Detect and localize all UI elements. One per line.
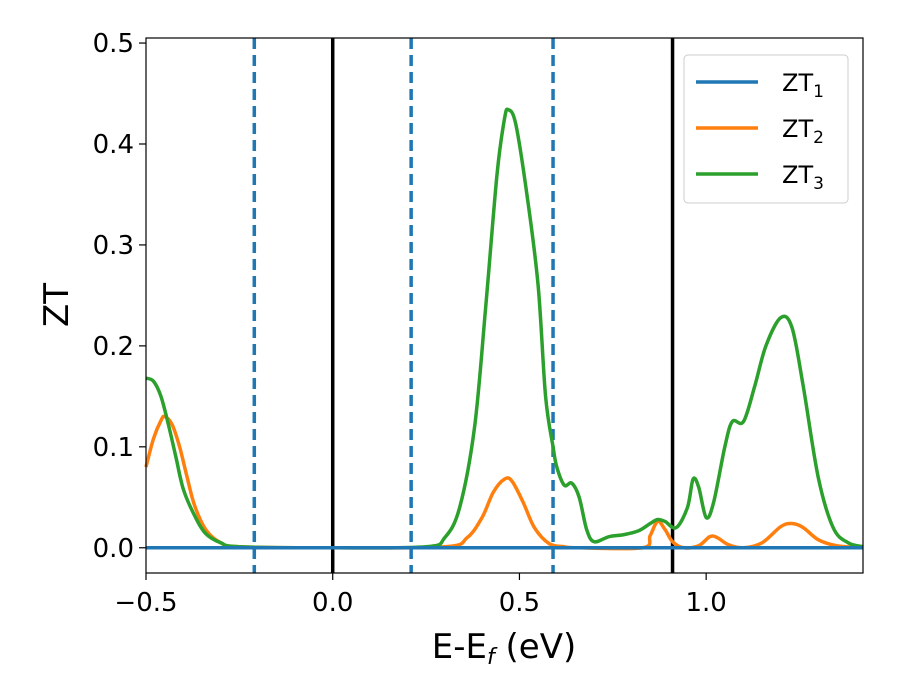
legend-label-main: ZT [782,115,813,143]
legend-label-subscript: 2 [813,128,824,148]
legend-label-zt3: ZT3 [782,161,824,194]
legend-label-subscript: 1 [813,82,824,102]
y-tick-label: 0.0 [93,534,134,564]
x-tick-label: 1.0 [685,588,726,618]
y-tick-label: 0.1 [93,433,134,463]
y-axis-label: ZT [37,283,77,327]
x-tick-label: 0.0 [312,588,353,618]
x-axis-ticks: −0.5 0.0 0.5 1.0 [114,573,727,618]
x-axis-label: E-Ef (eV) [432,627,577,670]
legend-label-subscript: 3 [813,174,824,194]
legend-label-zt1: ZT1 [782,69,824,102]
legend-label-zt2: ZT2 [782,115,824,148]
x-axis-label-main: E-E [432,627,487,667]
series-lines [144,107,864,551]
y-tick-label: 0.5 [93,29,134,59]
x-tick-label: 0.5 [499,588,540,618]
y-tick-label: 0.4 [93,130,134,160]
legend-box [683,54,849,204]
y-axis-ticks: 0.0 0.1 0.2 0.3 0.4 0.5 [93,29,146,564]
legend-label-main: ZT [782,161,813,189]
x-tick-label: −0.5 [114,588,177,618]
plot-frame [145,37,864,574]
y-tick-label: 0.3 [93,231,134,261]
x-axis-label-unit: (eV) [495,627,577,667]
y-tick-label: 0.2 [93,332,134,362]
legend-label-main: ZT [782,69,813,97]
reference-lines [252,38,675,573]
x-axis-label-sub: f [487,645,498,670]
